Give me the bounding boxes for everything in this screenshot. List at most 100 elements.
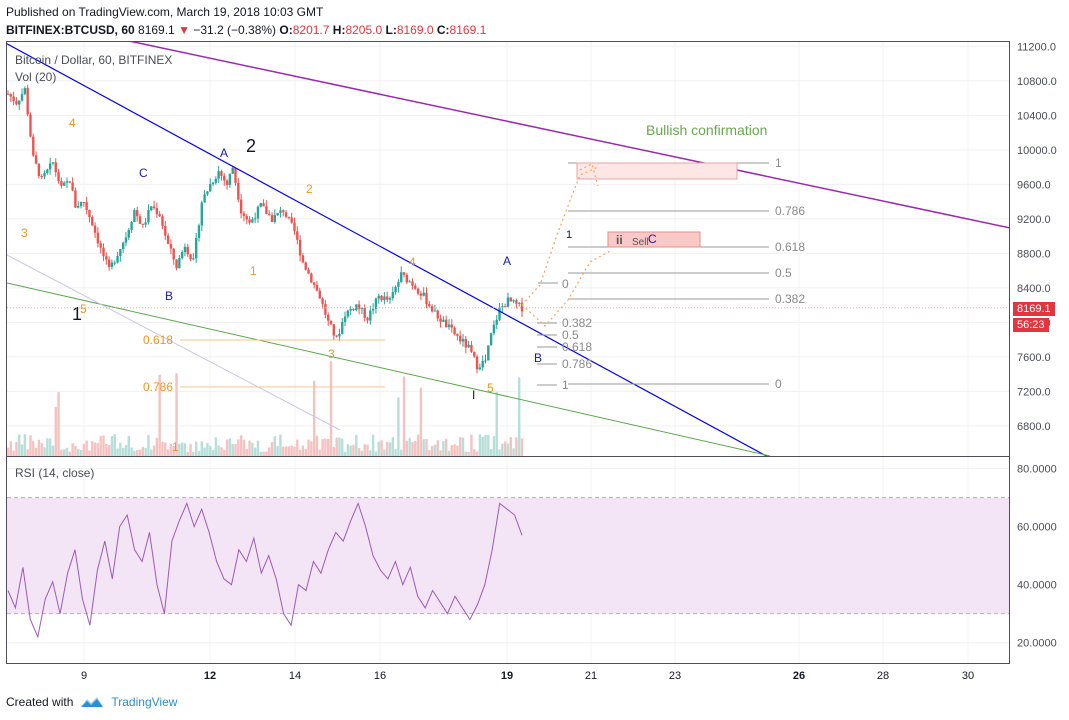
candle-body xyxy=(293,222,296,232)
volume-bar xyxy=(279,434,282,456)
candle-body xyxy=(133,210,136,223)
volume-bar xyxy=(113,434,116,456)
candle-body xyxy=(416,288,420,294)
candle-body xyxy=(385,296,389,300)
volume-bar xyxy=(102,435,105,456)
candle-body xyxy=(383,296,386,301)
candle-body xyxy=(251,219,254,223)
wave-label: B xyxy=(165,289,173,303)
candle-body xyxy=(172,248,175,260)
volume-bar xyxy=(223,450,226,456)
pane-separator[interactable] xyxy=(6,456,1010,457)
candle-body xyxy=(459,335,462,342)
volume-bar xyxy=(239,435,243,456)
volume-bar xyxy=(408,438,411,456)
volume-bar xyxy=(242,439,246,456)
volume-bar xyxy=(380,440,383,456)
candle-body xyxy=(223,175,226,181)
volume-bar xyxy=(346,444,350,456)
tradingview-brand[interactable]: TradingView xyxy=(111,695,178,709)
candle-body xyxy=(200,202,204,226)
candle-body xyxy=(436,310,439,319)
volume-bar xyxy=(287,446,291,456)
candle-body xyxy=(124,237,128,243)
volume-bar xyxy=(178,443,181,456)
candle-body xyxy=(71,182,74,191)
time-axis-tick-label: 21 xyxy=(585,670,597,682)
volume-bar xyxy=(107,444,111,456)
candle-body xyxy=(203,194,206,203)
candle-body xyxy=(253,218,257,220)
candle-body xyxy=(211,182,215,185)
footer: Created with TradingView xyxy=(6,695,177,709)
volume-bar xyxy=(150,449,153,456)
volume-bar xyxy=(203,447,206,456)
candle-body xyxy=(265,206,268,214)
volume-bar xyxy=(96,443,100,456)
volume-bar xyxy=(402,376,406,456)
volume-bar xyxy=(338,437,341,456)
candle-body xyxy=(237,182,240,200)
candle-body xyxy=(12,96,15,102)
candle-body xyxy=(29,114,32,137)
volume-bar xyxy=(391,437,394,456)
candle-body xyxy=(315,284,319,291)
volume-bar xyxy=(91,441,94,456)
candle-body xyxy=(99,243,102,248)
volume-bar xyxy=(79,450,83,456)
candle-body xyxy=(206,191,209,195)
volume-bar xyxy=(189,444,192,456)
candle-body xyxy=(147,210,150,223)
candle-body xyxy=(335,335,338,337)
candle-body xyxy=(329,320,333,325)
rsi-axis-tick-label: 20.0000 xyxy=(1017,638,1057,650)
volume-bar xyxy=(436,440,439,456)
candle-body xyxy=(91,217,94,226)
candle-body xyxy=(503,306,507,308)
change-value: −31.2 (−0.38%) xyxy=(193,23,277,37)
volume-bar xyxy=(439,450,442,456)
volume-bar xyxy=(164,442,167,456)
candle-body xyxy=(194,237,198,259)
candle-body xyxy=(512,300,515,302)
blue-trendline xyxy=(7,43,768,456)
volume-bar xyxy=(298,449,302,456)
volume-bar xyxy=(388,442,392,456)
volume-bar xyxy=(57,392,60,456)
volume-bar xyxy=(324,438,327,456)
wave-label: 2 xyxy=(31,9,38,23)
volume-bar xyxy=(422,439,425,456)
candle-body xyxy=(68,181,71,183)
candle-body xyxy=(18,100,21,105)
candle-body xyxy=(489,333,493,346)
time-axis-tick-label: 26 xyxy=(793,670,805,682)
candle-body xyxy=(296,231,299,240)
volume-bar xyxy=(158,374,161,456)
candle-body xyxy=(318,290,321,299)
candle-body xyxy=(273,215,277,222)
candle-body xyxy=(282,210,285,213)
volume-bar xyxy=(341,438,344,456)
candle-body xyxy=(397,282,400,287)
volume-bar xyxy=(40,443,43,456)
candle-body xyxy=(20,94,24,101)
candle-body xyxy=(130,222,133,230)
volume-bar xyxy=(169,443,173,456)
fib-left-label: 0.786 xyxy=(143,380,173,394)
candle-body xyxy=(312,282,316,285)
volume-bar xyxy=(343,451,347,456)
volume-bar xyxy=(231,443,234,456)
candle-body xyxy=(107,259,111,267)
candle-body xyxy=(453,327,456,335)
faint-trendline xyxy=(7,254,341,431)
volume-bar xyxy=(259,451,262,456)
volume-bar xyxy=(329,361,333,456)
volume-bar xyxy=(234,444,237,456)
candle-body xyxy=(178,258,181,269)
volume-bar xyxy=(152,445,156,456)
candle-body xyxy=(152,206,156,209)
candle-body xyxy=(175,259,178,269)
candle-body xyxy=(32,136,35,156)
projection-path-retest xyxy=(521,249,613,327)
